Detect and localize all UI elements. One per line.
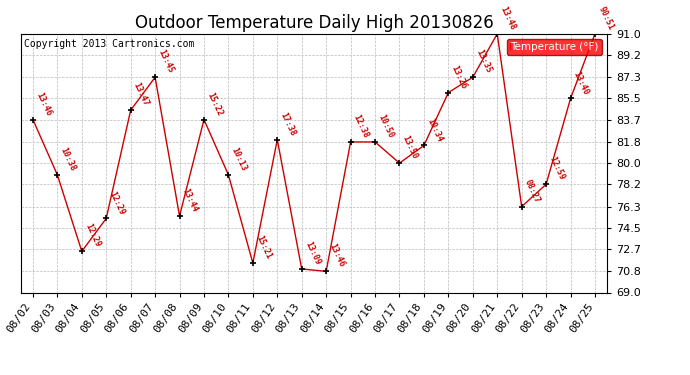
Text: 13:46: 13:46 [34, 91, 53, 117]
Text: 13:45: 13:45 [157, 48, 175, 75]
Text: 13:46: 13:46 [327, 243, 346, 269]
Text: 13:09: 13:09 [303, 240, 322, 267]
Text: 17:38: 17:38 [279, 111, 297, 137]
Text: 90:51: 90:51 [596, 5, 615, 32]
Text: 12:29: 12:29 [83, 222, 101, 249]
Text: 13:48: 13:48 [498, 5, 518, 32]
Text: 13:26: 13:26 [450, 64, 469, 90]
Text: 10:13: 10:13 [230, 146, 248, 172]
Text: 12:29: 12:29 [108, 190, 126, 216]
Text: 13:40: 13:40 [572, 70, 591, 96]
Text: 13:50: 13:50 [401, 134, 420, 161]
Title: Outdoor Temperature Daily High 20130826: Outdoor Temperature Daily High 20130826 [135, 14, 493, 32]
Text: 15:22: 15:22 [205, 91, 224, 117]
Text: 10:34: 10:34 [425, 117, 444, 143]
Text: 13:35: 13:35 [474, 48, 493, 75]
Text: 13:44: 13:44 [181, 187, 199, 214]
Text: 10:38: 10:38 [59, 146, 77, 172]
Text: 12:38: 12:38 [352, 113, 371, 140]
Text: Copyright 2013 Cartronics.com: Copyright 2013 Cartronics.com [23, 39, 194, 49]
Text: 13:47: 13:47 [132, 81, 150, 108]
Legend: Temperature (°F): Temperature (°F) [507, 39, 602, 55]
Text: 12:59: 12:59 [547, 156, 566, 182]
Text: 15:21: 15:21 [254, 234, 273, 261]
Text: 10:50: 10:50 [376, 113, 395, 140]
Text: 08:27: 08:27 [523, 178, 542, 204]
